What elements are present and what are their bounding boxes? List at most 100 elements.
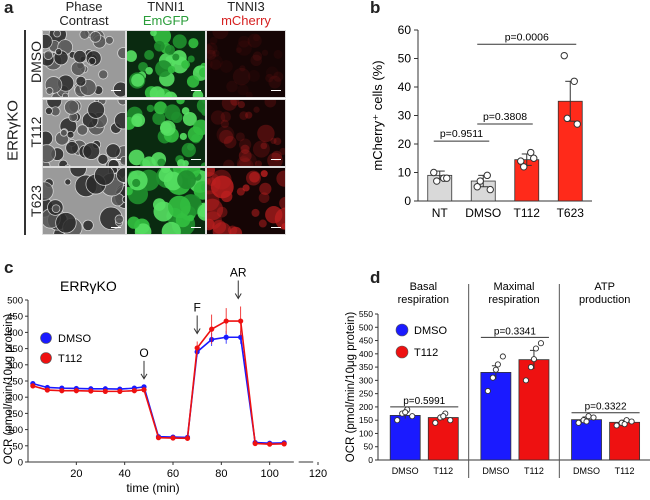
b-x-tick-label: T623 <box>557 206 585 220</box>
c-x-tick-label: 120 <box>309 468 327 480</box>
b-y-tick-label: 40 <box>398 80 412 94</box>
d-x-tick-label: T112 <box>615 466 635 476</box>
c-x-axis-label: time (min) <box>126 481 179 495</box>
d-p-value: p=0.3322 <box>585 402 627 413</box>
c-legend-marker-dmso <box>40 332 52 344</box>
c-legend-label-dmso: DMSO <box>58 333 91 345</box>
d-bar-1-dmso <box>480 372 512 461</box>
b-p-value: p=0.9511 <box>440 128 483 140</box>
c-annotation-arrowhead <box>234 293 242 300</box>
b-y-tick-label: 0 <box>404 194 411 208</box>
c-y-tick-label: 400 <box>7 328 23 339</box>
d-data-point <box>527 364 534 371</box>
c-y-tick-label: 450 <box>7 312 23 323</box>
d-group-title-line1: Basal <box>410 281 438 293</box>
c-legend-marker-t112 <box>40 352 52 364</box>
c-annotation-o: O <box>139 346 148 360</box>
d-bar-0-dmso <box>389 415 421 461</box>
b-data-point <box>486 185 494 194</box>
micrograph-phase-t623 <box>42 167 126 235</box>
column-header-phase-line1: Phase <box>65 0 103 14</box>
d-data-point <box>402 409 409 416</box>
d-y-tick-label: 300 <box>359 375 373 385</box>
c-x-tick-label: 100 <box>260 468 278 480</box>
c-data-point <box>194 345 200 351</box>
d-data-point <box>532 345 539 352</box>
c-data-point <box>102 388 108 394</box>
d-y-tick-label: 400 <box>359 349 373 359</box>
c-annotation-f: F <box>193 300 200 314</box>
micrograph-emgfp-t112 <box>126 99 206 167</box>
c-annotation-arrowhead <box>140 373 148 380</box>
d-p-value: p=0.5991 <box>403 396 445 407</box>
c-data-point <box>59 388 65 394</box>
d-data-point <box>590 414 597 421</box>
d-group-title-line2: respiration <box>398 294 449 306</box>
chart-c: ERRγKO 0 50 100 150 200 250 300 350 400 450 500 20 40… <box>3 265 327 495</box>
panel-c-label: c <box>4 258 14 277</box>
c-data-point <box>223 318 229 324</box>
column-header-phase-line2: Contrast <box>59 13 109 28</box>
d-legend-marker-t112 <box>395 345 409 359</box>
column-header-phase: Phase Contrast <box>42 0 126 28</box>
d-data-point <box>613 422 620 429</box>
d-data-point <box>394 417 401 424</box>
c-data-point <box>88 388 94 394</box>
d-y-tick-label: 150 <box>359 415 373 425</box>
d-bar-2-dmso <box>571 419 602 461</box>
d-y-axis-label: OCR (pmol/min/10μg protein) <box>345 312 357 463</box>
b-data-point <box>433 177 441 185</box>
d-data-point <box>492 366 499 373</box>
c-data-point <box>223 334 229 340</box>
d-data-point <box>432 419 439 426</box>
d-legend-label-dmso: DMSO <box>414 325 447 337</box>
micrograph-emgfp-dmso <box>126 30 206 98</box>
scale-bar <box>191 158 201 160</box>
micrograph-mcherry-t623 <box>206 167 286 235</box>
column-header-tnni1-line2: EmGFP <box>142 13 190 28</box>
d-data-point <box>447 417 454 424</box>
b-y-axis-label: mCherry⁺ cells (%) <box>370 60 385 170</box>
c-data-point <box>209 326 215 332</box>
d-data-point <box>494 361 501 368</box>
column-header-tnni3-line1: TNNI3 <box>227 0 265 14</box>
c-y-tick-label: 250 <box>7 377 23 388</box>
c-x-tick-label: 80 <box>215 468 227 480</box>
d-y-tick-label: 50 <box>364 442 374 452</box>
micrograph-mcherry-dmso <box>206 30 286 98</box>
panel-a-label: a <box>4 0 14 17</box>
c-y-tick-label: 300 <box>7 360 23 371</box>
d-group-title-line1: Maximal <box>494 281 535 293</box>
d-y-tick-label: 100 <box>359 428 373 438</box>
c-title: ERRγKO <box>60 278 117 294</box>
scale-bar <box>111 89 121 91</box>
c-data-point <box>252 440 258 447</box>
scale-bar <box>191 226 201 228</box>
c-y-tick-label: 150 <box>7 409 23 420</box>
c-data-point <box>170 435 176 441</box>
d-p-value: p=0.3341 <box>494 326 536 337</box>
d-x-tick-label: DMSO <box>573 466 600 476</box>
b-data-point <box>530 154 538 162</box>
c-data-point <box>155 435 162 441</box>
d-group-title-line1: ATP <box>594 281 615 293</box>
c-annotation-arrowhead <box>193 328 201 335</box>
scale-bar <box>271 89 281 91</box>
c-y-tick-label: 200 <box>7 393 23 404</box>
d-data-point <box>522 377 529 384</box>
c-data-point <box>117 388 123 394</box>
c-y-tick-label: 500 <box>7 296 23 307</box>
b-data-point <box>483 171 491 180</box>
b-y-tick-label: 10 <box>398 166 412 180</box>
scale-bar <box>111 158 121 160</box>
d-data-point <box>489 374 496 381</box>
micrograph-mcherry-t112 <box>206 99 286 167</box>
c-y-tick-label: 350 <box>7 344 23 355</box>
d-data-point <box>585 413 592 420</box>
d-legend-marker-dmso <box>395 323 409 337</box>
b-p-value: p=0.0006 <box>505 31 549 43</box>
c-x-tick-label: 20 <box>70 468 82 480</box>
group-label-erryko: ERRγKO <box>4 100 22 161</box>
column-header-tnni3-line2: mCherry <box>221 13 271 28</box>
